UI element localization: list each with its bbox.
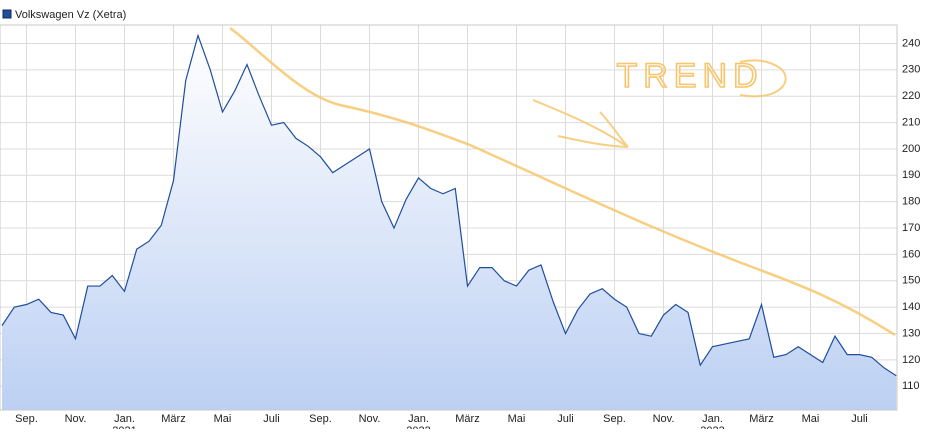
- x-year-label: 2022: [406, 425, 430, 429]
- x-tick-label: März: [161, 413, 185, 425]
- x-tick-label: Mai: [508, 413, 526, 425]
- x-tick-label: Jan.: [408, 413, 429, 425]
- trend-bracket: [739, 59, 787, 98]
- trend-annotation: TREND: [616, 57, 763, 95]
- x-tick-label: März: [455, 413, 479, 425]
- x-tick-label: Jan.: [114, 413, 135, 425]
- y-tick-label: 230: [902, 64, 920, 76]
- legend-swatch: [2, 9, 12, 19]
- area-fill: [2, 35, 897, 411]
- x-tick-label: Nov.: [65, 413, 87, 425]
- trend-arrow: [532, 99, 629, 148]
- y-tick-label: 130: [902, 327, 920, 339]
- x-tick-label: Nov.: [359, 413, 381, 425]
- x-tick-label: Juli: [851, 413, 868, 425]
- y-tick-label: 140: [902, 301, 920, 313]
- y-tick-label: 150: [902, 275, 920, 287]
- x-tick-label: Nov.: [653, 413, 675, 425]
- y-tick-label: 190: [902, 169, 920, 181]
- x-tick-label: Sep.: [309, 413, 332, 425]
- y-tick-label: 120: [902, 354, 920, 366]
- x-tick-label: Mai: [802, 413, 820, 425]
- x-tick-label: Jan.: [702, 413, 723, 425]
- x-year-label: 2021: [112, 425, 136, 429]
- y-tick-label: 160: [902, 248, 920, 260]
- y-tick-label: 180: [902, 196, 920, 208]
- y-tick-label: 240: [902, 37, 920, 49]
- price-line: [1, 33, 897, 377]
- trend-line: [229, 26, 896, 337]
- y-tick-label: 110: [902, 380, 920, 392]
- plot-frame: [0, 24, 898, 411]
- legend-label: Volkswagen Vz (Xetra): [15, 9, 126, 21]
- y-tick-label: 200: [902, 143, 920, 155]
- x-tick-label: März: [749, 413, 773, 425]
- y-tick-label: 220: [902, 90, 920, 102]
- y-tick-label: 210: [902, 116, 920, 128]
- x-tick-label: Sep.: [603, 413, 626, 425]
- y-tick-label: 170: [902, 222, 920, 234]
- x-tick-label: Juli: [263, 413, 280, 425]
- x-tick-label: Sep.: [15, 413, 38, 425]
- x-tick-label: Mai: [214, 413, 232, 425]
- x-tick-label: Juli: [557, 413, 574, 425]
